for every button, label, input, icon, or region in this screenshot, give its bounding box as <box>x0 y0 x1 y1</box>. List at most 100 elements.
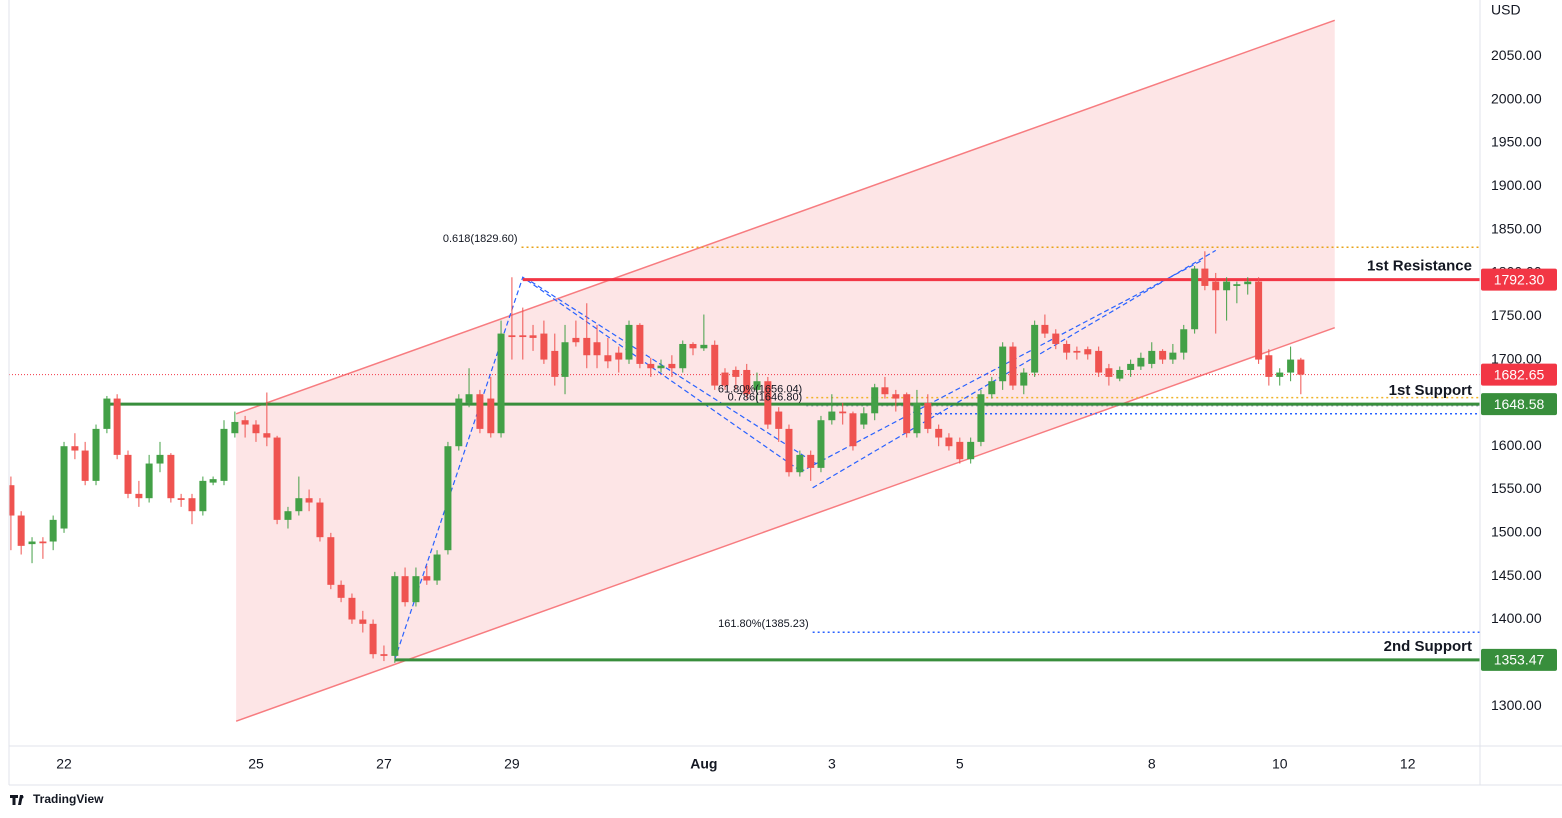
candle-body <box>103 398 111 429</box>
candle-body <box>1063 343 1071 353</box>
candle-body <box>1287 359 1295 373</box>
candle-body <box>391 576 399 656</box>
candle-body <box>1041 324 1049 334</box>
candle-body <box>49 519 57 542</box>
pattern-line <box>530 281 817 465</box>
candle-body <box>679 343 687 369</box>
pattern-line <box>394 276 801 660</box>
candle-body <box>156 454 164 464</box>
candle-body <box>1212 281 1220 291</box>
candle-body <box>796 454 804 473</box>
candle-body <box>999 346 1007 382</box>
candle-body <box>39 541 47 544</box>
x-tick-label: 12 <box>1400 756 1416 772</box>
candle-body <box>1127 363 1135 370</box>
candle-body <box>487 398 495 434</box>
candle-body <box>305 498 313 503</box>
candle-body <box>497 333 505 434</box>
candle-body <box>1095 350 1103 373</box>
candle-body <box>1276 372 1284 377</box>
candle-body <box>220 428 228 481</box>
candle-body <box>28 541 36 545</box>
price-tag-label: 1792.30 <box>1494 271 1545 287</box>
candle-body <box>903 394 911 434</box>
candle-body <box>519 335 527 338</box>
candle-body <box>1084 349 1092 355</box>
x-tick-label: 27 <box>376 756 392 772</box>
candle-body <box>1031 324 1039 373</box>
candle-body <box>252 424 260 434</box>
candle-body <box>199 480 207 512</box>
candle-body <box>743 369 751 395</box>
channel-fill <box>236 20 1335 722</box>
candle-body <box>135 493 143 499</box>
plot-area <box>9 19 1480 722</box>
candle-body <box>1116 369 1124 379</box>
candle-body <box>316 502 324 538</box>
candle-body <box>625 324 633 360</box>
price-tag <box>1481 363 1557 386</box>
candle-body <box>9 485 15 516</box>
candle-body <box>476 394 484 429</box>
candle-body <box>572 337 580 343</box>
price-tag <box>1481 393 1557 416</box>
candle-body <box>967 441 975 460</box>
y-tick-label: 2050.00 <box>1491 47 1542 63</box>
candle-body <box>1223 281 1231 291</box>
candle-body <box>369 623 377 655</box>
candle-body <box>1297 359 1305 375</box>
candle-body <box>177 498 185 500</box>
level-name: 1st Resistance <box>1367 258 1472 275</box>
candle-body <box>444 446 452 551</box>
candle-body <box>188 498 196 512</box>
candle-body <box>732 369 740 377</box>
y-tick-label: 1700.00 <box>1491 350 1542 366</box>
channel-lower <box>235 326 1336 722</box>
candle-body <box>241 420 249 425</box>
y-tick-label: 1750.00 <box>1491 307 1542 323</box>
candle-body <box>977 394 985 442</box>
candle-body <box>401 576 409 603</box>
fib-label: 61.80%(1656.04) <box>718 384 802 396</box>
candle-body <box>593 342 601 356</box>
price-tag-label: 1353.47 <box>1494 652 1545 668</box>
candle-body <box>1265 355 1273 377</box>
candle-body <box>647 363 655 369</box>
candle-body <box>337 584 345 598</box>
candle-body <box>359 619 367 624</box>
x-tick-label: 5 <box>956 756 964 772</box>
brand-name: TradingView <box>33 792 104 806</box>
candle-body <box>700 344 708 349</box>
candle-body <box>668 363 676 369</box>
candle-body <box>807 454 815 468</box>
candle-body <box>956 441 964 460</box>
candle-body <box>167 454 175 499</box>
x-tick-label: Aug <box>690 756 717 772</box>
candle-body <box>860 413 868 425</box>
candle-body <box>721 372 729 386</box>
candle-body <box>1233 284 1241 286</box>
candle-body <box>295 498 303 512</box>
candle-body <box>71 446 79 451</box>
candle-body <box>615 352 623 360</box>
candle-body <box>881 387 889 395</box>
candle-body <box>1020 372 1028 386</box>
y-tick-label: 1950.00 <box>1491 134 1542 150</box>
brand-logo <box>10 795 24 805</box>
candle-body <box>433 554 441 581</box>
candle-body <box>604 355 612 362</box>
candle-body <box>465 394 473 403</box>
price-tag-label: 1648.58 <box>1494 396 1545 412</box>
level-name: 2nd Support <box>1384 638 1472 655</box>
candle-body <box>263 433 271 438</box>
candle-body <box>689 343 697 349</box>
candle-body <box>540 333 548 360</box>
y-tick-label: 1300.00 <box>1491 697 1542 713</box>
candle-body <box>1180 329 1188 353</box>
fib-label: 0.786(1646.80) <box>728 392 803 404</box>
candle-body <box>1201 268 1209 286</box>
y-tick-label: 1450.00 <box>1491 567 1542 583</box>
fib-label: 0.618(1829.60) <box>443 233 518 245</box>
candle-body <box>945 437 953 447</box>
candle-body <box>273 437 281 520</box>
